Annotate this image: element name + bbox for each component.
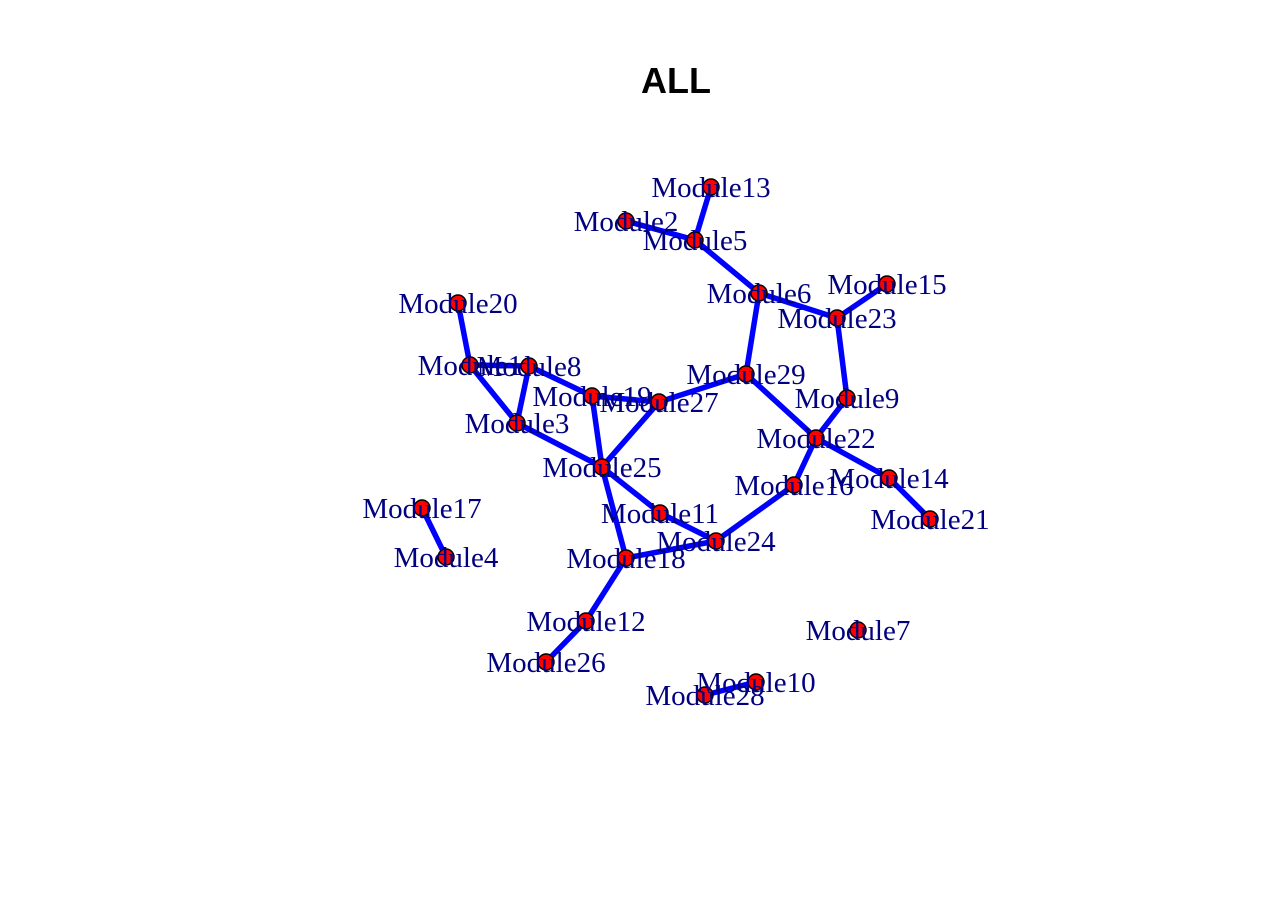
edge-module16-module24 [713,482,797,544]
node-label-module7: Module7 [806,615,911,647]
node-label-module6: Module6 [707,278,812,310]
edge-layer [419,184,933,698]
node-label-module28: Module28 [645,680,764,712]
node-module19 [583,387,601,405]
node-label-module16: Module16 [734,470,853,502]
edge-module6-module29 [743,290,762,377]
edge-module12-module26 [543,618,589,665]
node-label-module2: Module2 [574,206,679,238]
edge-module25-module27 [599,399,662,470]
node-module2 [617,212,635,230]
node-label-module18: Module18 [566,543,685,575]
node-label-module12: Module12 [526,606,645,638]
node-label-module17: Module17 [362,493,481,525]
edge-module15-module23 [834,281,890,321]
node-module24 [707,532,725,550]
edge-module5-module6 [692,237,762,296]
node-label-module3: Module3 [465,408,570,440]
node-label-module4: Module4 [394,542,499,574]
edge-module8-module1 [467,362,532,369]
edge-module19-module27 [589,393,662,405]
node-label-module25: Module25 [542,452,661,484]
edge-module29-module27 [656,371,749,405]
edge-module8-module3 [514,363,532,426]
node-module15 [878,275,896,293]
edge-module24-module18 [623,538,719,561]
node-module26 [537,653,555,671]
node-module10 [747,673,765,691]
node-module9 [838,389,856,407]
label-layer: Module2Module3Module4Module5Module6Modul… [362,172,989,712]
node-module6 [750,284,768,302]
edge-module28-module10 [702,679,759,698]
node-label-module15: Module15 [827,269,946,301]
node-module25 [593,458,611,476]
node-label-module9: Module9 [795,383,900,415]
edge-module11-module25 [599,464,663,516]
node-label-module20: Module20 [398,288,517,320]
node-module5 [686,231,704,249]
node-label-module27: Module27 [599,387,718,419]
edge-module1-module20 [455,300,473,368]
node-module7 [849,621,867,639]
node-module29 [737,365,755,383]
edge-module25-module19 [589,393,605,470]
node-module20 [449,294,467,312]
node-label-module10: Module10 [696,667,815,699]
edge-module14-module21 [886,475,933,522]
node-module12 [577,612,595,630]
edge-module2-module5 [623,218,698,243]
node-label-module26: Module26 [486,647,605,679]
edge-module23-module9 [834,315,850,401]
edge-module17-module4 [419,505,449,560]
node-module3 [508,414,526,432]
node-module11 [651,504,669,522]
node-label-module11: Module11 [601,498,719,530]
node-label-module29: Module29 [686,359,805,391]
node-module8 [520,357,538,375]
node-module23 [828,309,846,327]
node-module22 [807,429,825,447]
graph-title: ALL [641,60,711,101]
edge-module25-module3 [514,420,605,470]
node-module17 [413,499,431,517]
node-module21 [921,510,939,528]
node-label-module19: Module19 [532,381,651,413]
node-module27 [650,393,668,411]
node-label-module13: Module13 [651,172,770,204]
edge-module6-module23 [756,290,840,321]
node-label-module14: Module14 [829,463,949,495]
node-label-module1: Module1 [418,350,523,382]
node-module28 [696,686,714,704]
edge-module1-module3 [467,362,520,426]
node-label-module22: Module22 [756,423,875,455]
node-label-module8: Module8 [477,351,582,383]
edge-module25-module18 [599,464,629,561]
node-module4 [437,548,455,566]
edge-module18-module12 [583,555,629,624]
node-label-module21: Module21 [870,504,989,536]
node-label-module24: Module24 [656,526,776,558]
node-layer [413,178,939,704]
node-module13 [702,178,720,196]
edge-module24-module11 [657,510,719,544]
node-module18 [617,549,635,567]
node-module14 [880,469,898,487]
edge-module13-module5 [692,184,714,243]
edge-module29-module22 [743,371,819,441]
node-module1 [461,356,479,374]
node-module16 [785,476,803,494]
node-label-module5: Module5 [643,225,748,257]
node-label-module23: Module23 [777,303,896,335]
edge-module22-module14 [813,435,892,481]
edge-module19-module8 [526,363,595,399]
